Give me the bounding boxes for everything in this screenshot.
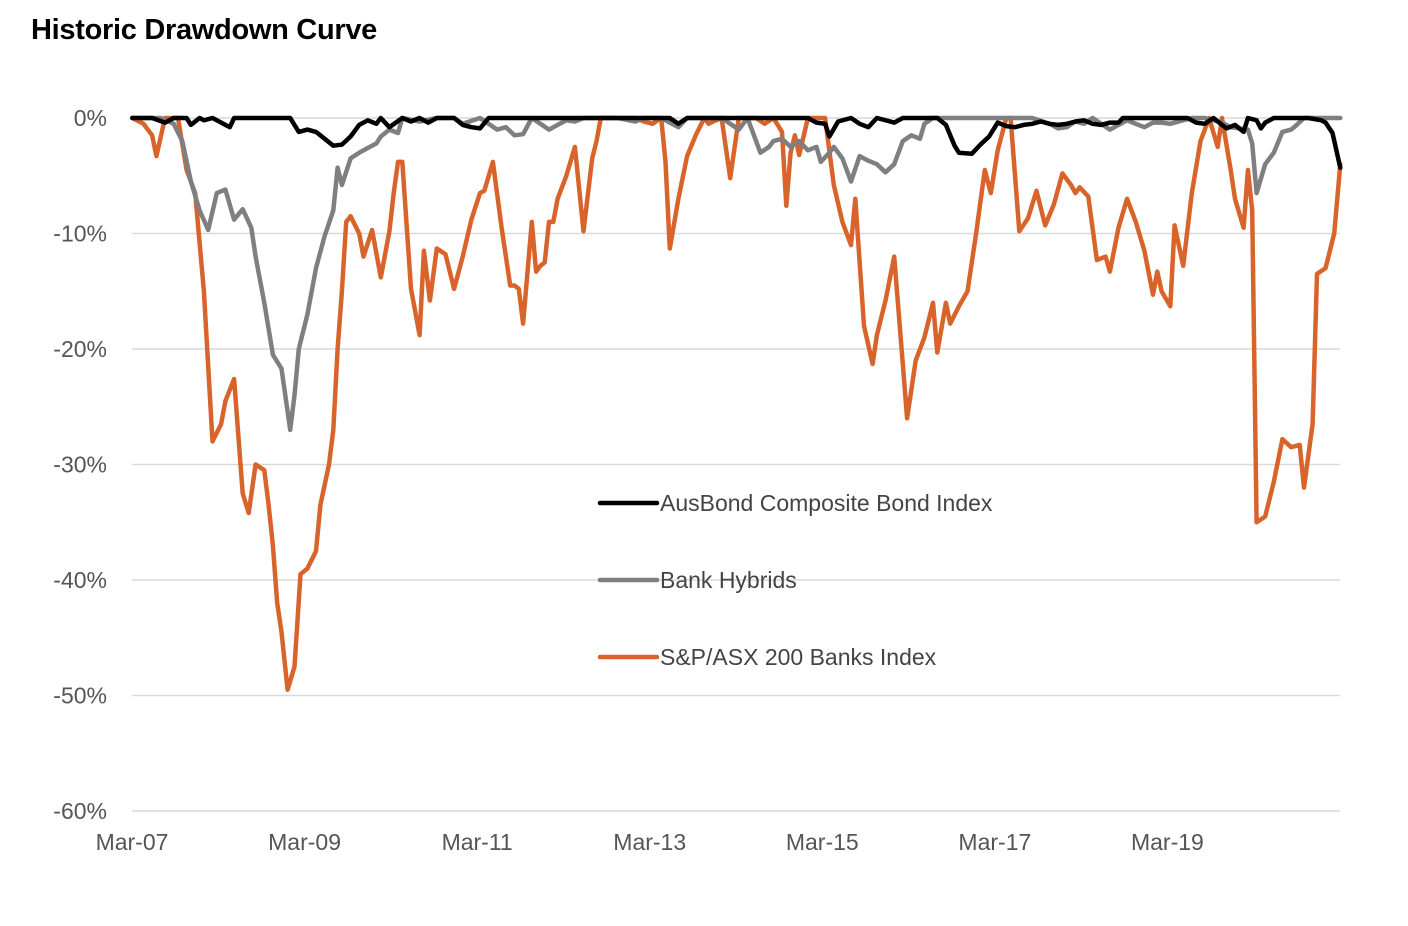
x-tick-label: Mar-17	[958, 829, 1031, 855]
y-tick-label: 0%	[74, 105, 107, 131]
y-tick-label: -20%	[53, 336, 107, 362]
legend-label-bank-hybrids: Bank Hybrids	[660, 567, 797, 593]
x-tick-label: Mar-11	[442, 829, 513, 855]
series-line-s-p-asx-200-banks-index	[130, 115, 1343, 692]
y-tick-label: -30%	[53, 452, 107, 478]
x-tick-label: Mar-07	[96, 829, 169, 855]
legend: AusBond Composite Bond Index Bank Hybrids…	[597, 490, 993, 670]
x-tick-label: Mar-13	[613, 829, 686, 855]
chart-title: Historic Drawdown Curve	[31, 14, 377, 46]
gridlines	[132, 117, 1340, 812]
x-tick-label: Mar-09	[268, 829, 341, 855]
x-axis-tick-labels: Mar-07 Mar-09 Mar-11 Mar-13 Mar-15 Mar-17 Mar-…	[96, 829, 1204, 855]
legend-label-ausbond-composite-bond-index: AusBond Composite Bond Index	[660, 490, 993, 516]
y-axis-tick-labels: 0% -10% -20% -30% -40% -50% -60%	[53, 105, 107, 824]
y-tick-label: -40%	[53, 567, 107, 593]
x-tick-label: Mar-19	[1131, 829, 1204, 855]
y-tick-label: -60%	[53, 798, 107, 824]
series-line-bank-hybrids	[130, 115, 1343, 433]
y-tick-label: -50%	[53, 683, 107, 709]
series-lines	[130, 115, 1343, 692]
series-line-ausbond-composite-bond-index	[130, 115, 1343, 170]
legend-label-s-p-asx-200-banks-index: S&P/ASX 200 Banks Index	[660, 644, 937, 670]
y-tick-label: -10%	[53, 221, 107, 247]
x-tick-label: Mar-15	[786, 829, 859, 855]
